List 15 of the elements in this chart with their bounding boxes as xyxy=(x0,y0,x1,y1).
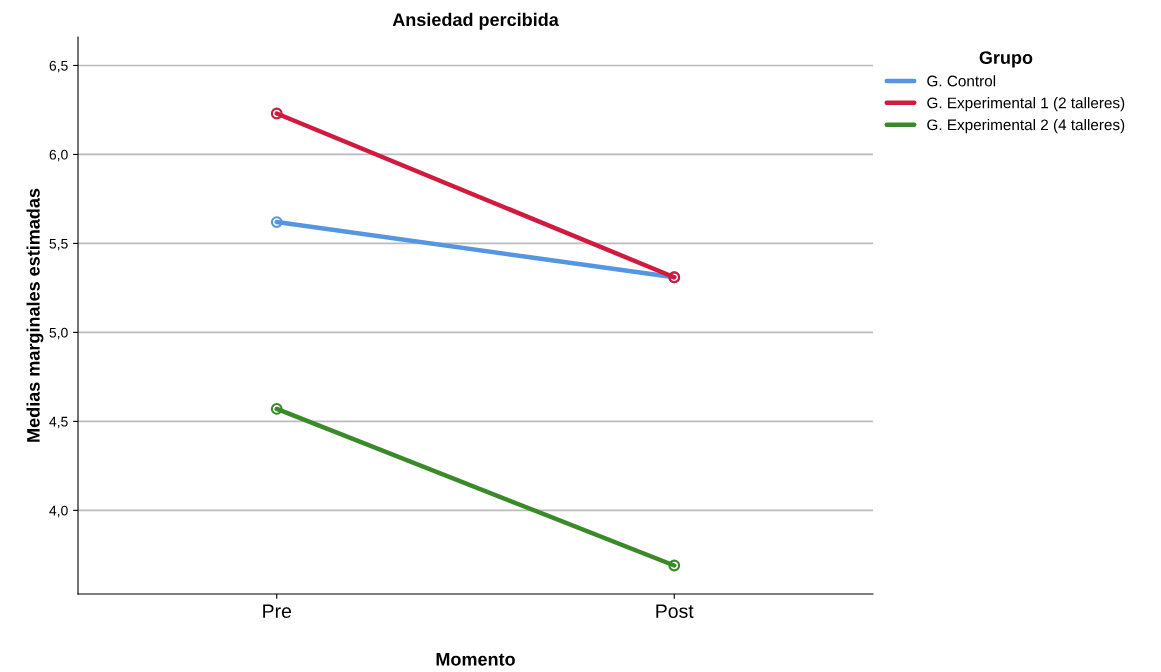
legend-label: G. Control xyxy=(927,75,996,87)
legend-label: G. Experimental 2 (4 talleres) xyxy=(927,118,1125,134)
y-tick-label: 5,5 xyxy=(49,238,68,251)
x-tick-label: Post xyxy=(656,604,694,618)
y-tick-label: 6,0 xyxy=(49,149,68,162)
y-tick-label: 6,5 xyxy=(49,60,68,73)
legend-title: Grupo xyxy=(979,51,1033,68)
legend-label: G. Experimental 1 (2 talleres) xyxy=(927,97,1125,112)
chart-title: Ansiedad percibida xyxy=(392,12,559,30)
y-tick-label: 4,5 xyxy=(49,416,68,429)
y-tick-label: 4,0 xyxy=(49,505,68,518)
x-axis-title: Momento xyxy=(436,653,515,666)
y-tick-label: 5,0 xyxy=(49,327,68,340)
y-axis-title: Medias marginales estimadas xyxy=(26,188,44,442)
x-tick-label: Pre xyxy=(263,604,292,618)
